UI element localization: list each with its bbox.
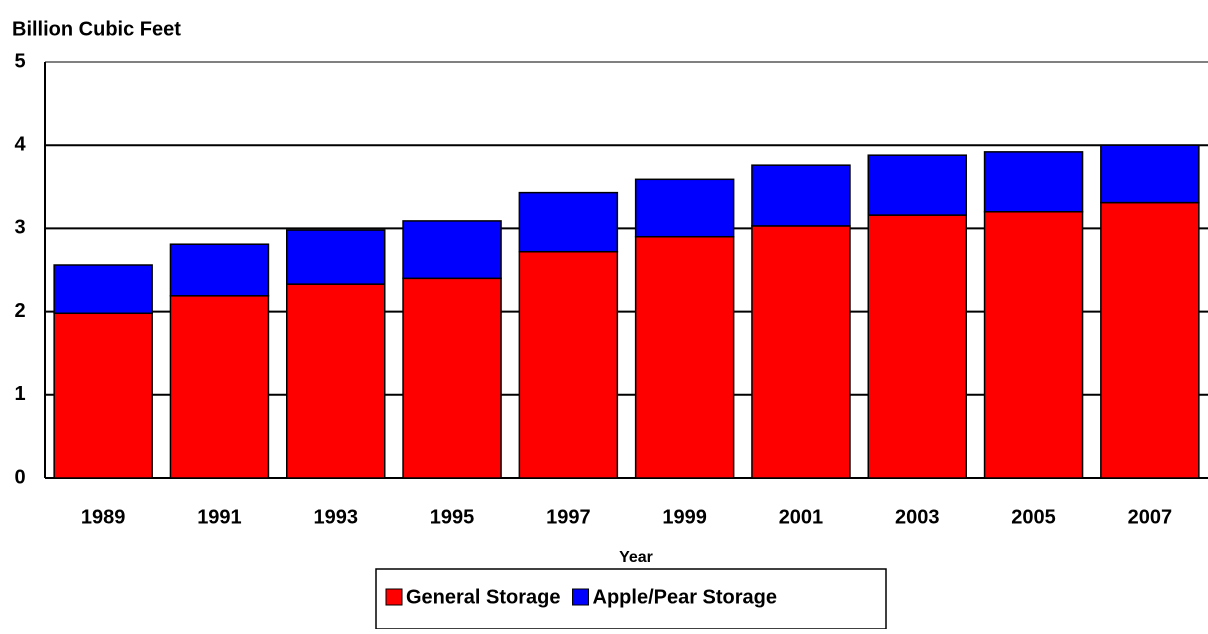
- x-tick-label: 2005: [1011, 506, 1056, 528]
- x-tick-label: 1989: [81, 506, 126, 528]
- bar-segment: [518, 191, 619, 253]
- legend-swatch: [572, 588, 590, 606]
- bar-segment: [983, 211, 1084, 479]
- bar-segment: [1100, 144, 1200, 204]
- bar-segment: [53, 312, 153, 479]
- legend-swatch: [385, 588, 403, 606]
- x-tick-label: 2003: [895, 506, 940, 528]
- y-tick-label: 2: [14, 300, 25, 322]
- bar-segment: [1100, 201, 1200, 479]
- bar-segment: [751, 225, 851, 479]
- bar-segment: [169, 243, 270, 297]
- y-tick-label: 1: [14, 383, 25, 405]
- bar-segment: [286, 283, 386, 479]
- bar-segment: [53, 264, 153, 315]
- bar-segment: [169, 295, 270, 479]
- bar-segment: [983, 151, 1084, 213]
- y-tick-label: 3: [14, 217, 25, 239]
- x-tick-label: 2001: [779, 506, 824, 528]
- x-tick-label: 1995: [430, 506, 475, 528]
- y-tick-label: 0: [14, 466, 25, 488]
- bar-segment: [286, 229, 386, 285]
- bar-segment: [867, 154, 967, 216]
- y-tick-label: 5: [14, 50, 25, 72]
- x-tick-label: 2007: [1128, 506, 1173, 528]
- x-tick-label: 1999: [662, 506, 707, 528]
- bar-segment: [751, 164, 851, 227]
- x-tick-label: 1993: [314, 506, 359, 528]
- legend-label: General Storage: [406, 586, 561, 608]
- legend-box: [375, 568, 887, 630]
- x-axis-label: Year: [619, 549, 653, 566]
- bar-segment: [867, 214, 967, 479]
- y-tick-label: 4: [14, 133, 26, 155]
- x-tick-label: 1997: [546, 506, 591, 528]
- legend-label: Apple/Pear Storage: [593, 586, 778, 608]
- bar-segment: [402, 220, 502, 280]
- bar-segment: [634, 235, 735, 479]
- bar-segment: [402, 277, 502, 479]
- bar-segment: [518, 250, 619, 479]
- x-tick-label: 1991: [197, 506, 242, 528]
- y-axis-label: Billion Cubic Feet: [12, 18, 181, 40]
- bar-segment: [634, 178, 735, 238]
